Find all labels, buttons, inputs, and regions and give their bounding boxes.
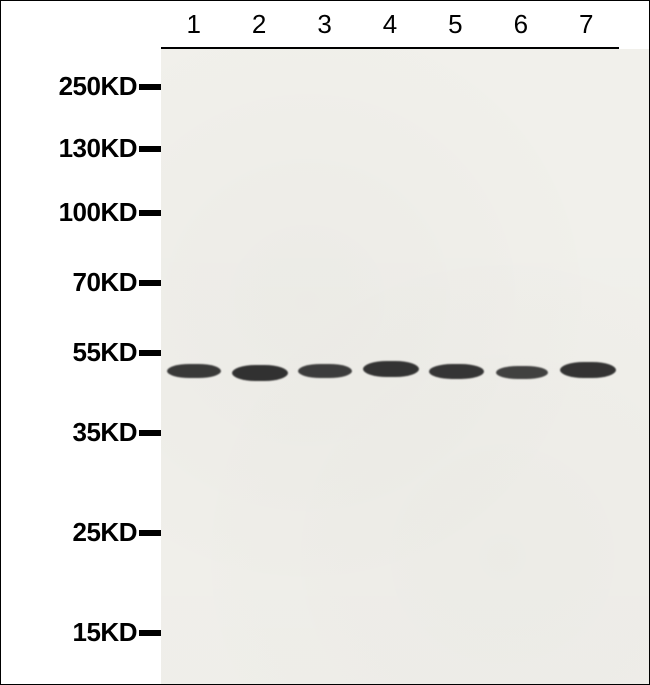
band-lane-3 bbox=[298, 364, 352, 378]
blot-container: 1234567 250KD 130KD 100KD 70KD 55KD 35KD 25KD 1… bbox=[0, 0, 650, 685]
lane-header-6: 6 bbox=[488, 9, 553, 49]
marker-tick bbox=[139, 630, 161, 636]
band-lane-2 bbox=[232, 365, 288, 381]
marker-label: 25KD bbox=[73, 517, 137, 548]
lane-header-3: 3 bbox=[292, 9, 357, 49]
lane-header-1: 1 bbox=[161, 9, 226, 49]
lane-header-4: 4 bbox=[357, 9, 422, 49]
marker-row-15KD: 15KD bbox=[1, 617, 161, 648]
band-lane-4 bbox=[363, 361, 419, 377]
band-lane-6 bbox=[496, 366, 548, 379]
lane-header-7: 7 bbox=[554, 9, 619, 49]
marker-tick bbox=[139, 530, 161, 536]
band-lane-1 bbox=[167, 364, 221, 378]
marker-label: 130KD bbox=[59, 133, 137, 164]
lane-header-5: 5 bbox=[423, 9, 488, 49]
marker-row-130KD: 130KD bbox=[1, 133, 161, 164]
marker-row-25KD: 25KD bbox=[1, 517, 161, 548]
marker-label: 15KD bbox=[73, 617, 137, 648]
band-lane-5 bbox=[429, 364, 484, 379]
marker-row-70KD: 70KD bbox=[1, 267, 161, 298]
lane-header-2: 2 bbox=[226, 9, 291, 49]
marker-label: 70KD bbox=[73, 267, 137, 298]
marker-row-55KD: 55KD bbox=[1, 337, 161, 368]
marker-row-35KD: 35KD bbox=[1, 417, 161, 448]
marker-tick bbox=[139, 350, 161, 356]
marker-label: 55KD bbox=[73, 337, 137, 368]
marker-row-100KD: 100KD bbox=[1, 197, 161, 228]
marker-label: 35KD bbox=[73, 417, 137, 448]
marker-tick bbox=[139, 146, 161, 152]
marker-tick bbox=[139, 280, 161, 286]
marker-tick bbox=[139, 84, 161, 90]
lane-header-row: 1234567 bbox=[161, 9, 619, 49]
marker-tick bbox=[139, 210, 161, 216]
marker-label: 250KD bbox=[59, 71, 137, 102]
marker-row-250KD: 250KD bbox=[1, 71, 161, 102]
marker-tick bbox=[139, 430, 161, 436]
band-lane-7 bbox=[560, 362, 616, 378]
marker-label: 100KD bbox=[59, 197, 137, 228]
